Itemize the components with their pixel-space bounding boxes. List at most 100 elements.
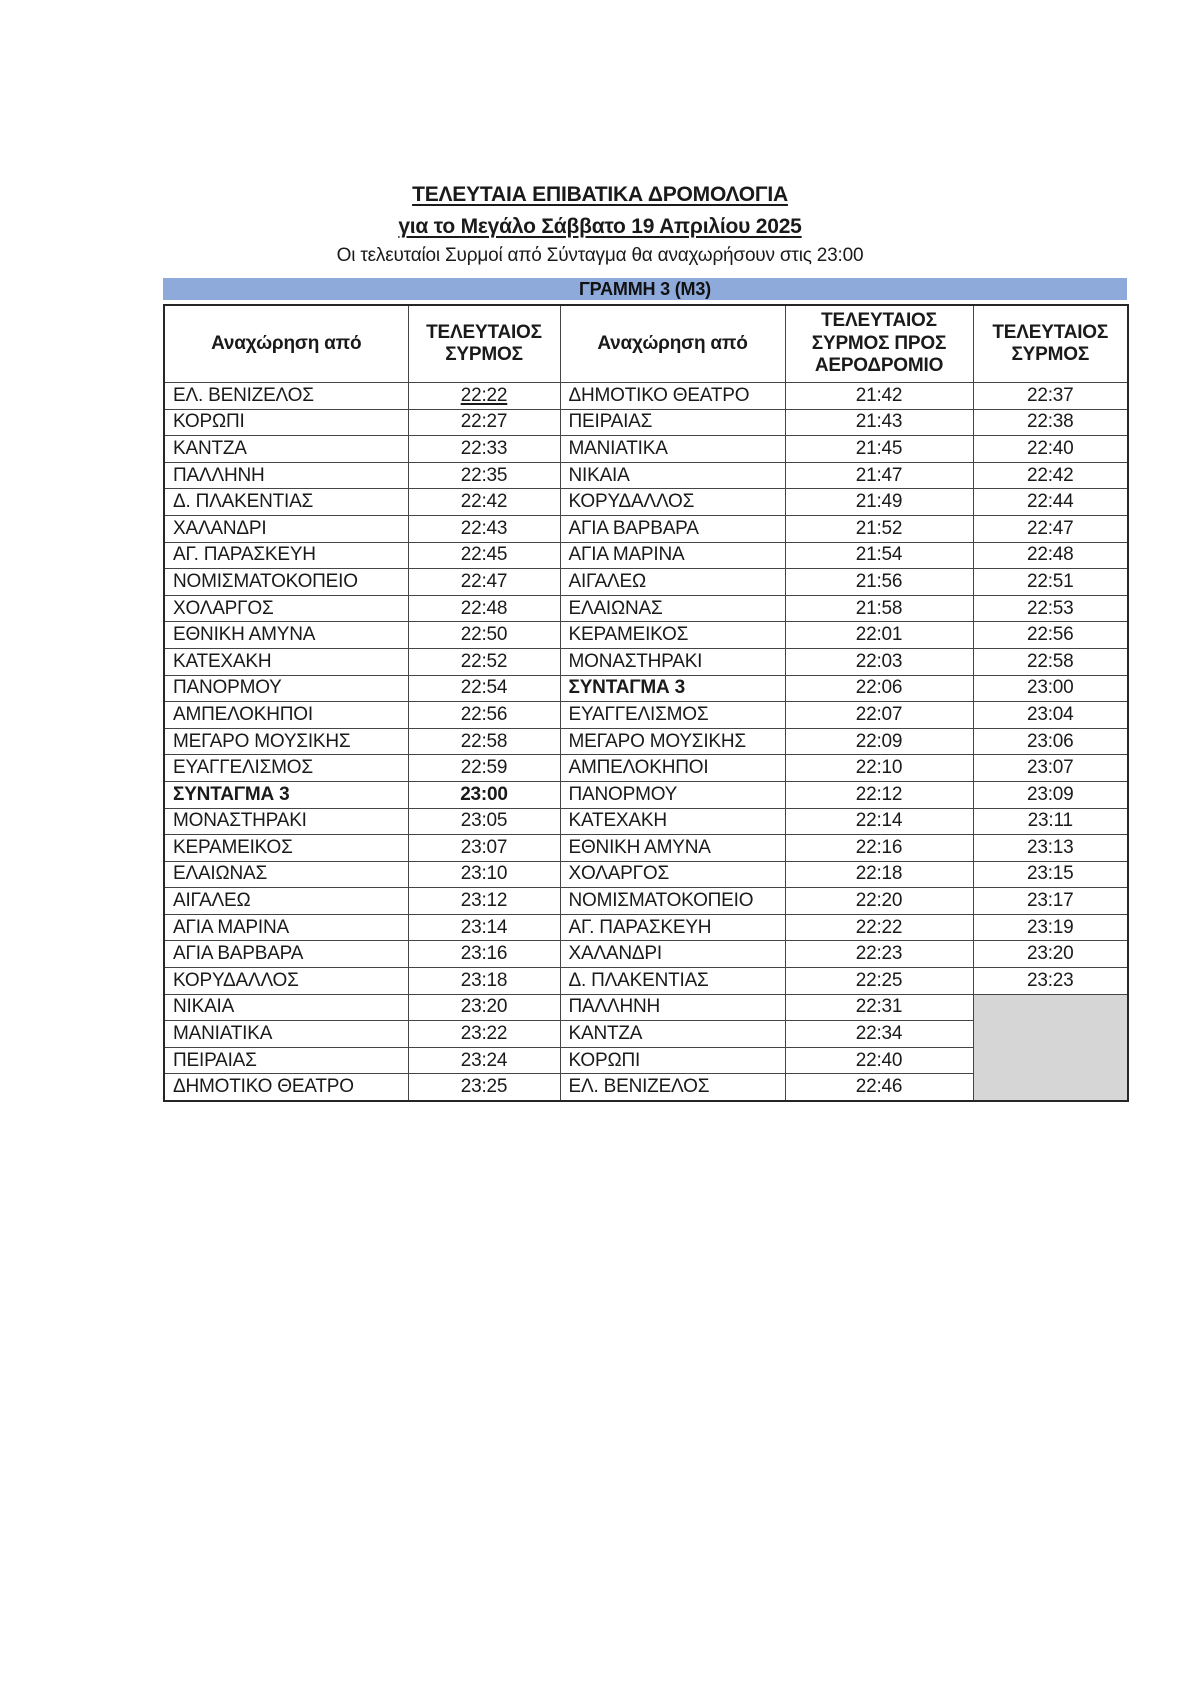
table-row: ΕΛ. ΒΕΝΙΖΕΛΟΣ 22:22 ΔΗΜΟΤΙΚΟ ΘΕΑΤΡΟ 21:42 22… bbox=[163, 382, 1129, 410]
station-cell: ΚΟΡΥΔΑΛΛΟΣ bbox=[559, 488, 786, 516]
time-cell: 23:16 bbox=[407, 940, 561, 969]
column-header-last-train-a: ΤΕΛΕΥΤΑΙΟΣ ΣΥΡΜΟΣ bbox=[407, 304, 561, 383]
time-cell: 22:18 bbox=[784, 860, 974, 889]
table-row: ΠΕΙΡΑΙΑΣ 23:24 ΚΟΡΩΠΙ 22:40 bbox=[163, 1046, 1128, 1075]
time-cell: 22:45 bbox=[407, 541, 561, 570]
station-cell: Δ. ΠΛΑΚΕΝΤΙΑΣ bbox=[163, 488, 409, 516]
station-cell: ΠΑΝΟΡΜΟΥ bbox=[559, 780, 786, 809]
time-cell: 22:09 bbox=[784, 727, 974, 756]
time-cell: 23:15 bbox=[972, 860, 1129, 889]
time-cell: 22:38 bbox=[972, 408, 1129, 437]
station-cell: ΠΑΛΛΗΝΗ bbox=[559, 993, 786, 1022]
document-note: Οι τελευταίοι Συρμοί από Σύνταγμα θα ανα… bbox=[336, 245, 864, 266]
time-cell: 23:12 bbox=[407, 887, 561, 915]
station-cell: ΚΑΤΕΧΑΚΗ bbox=[163, 647, 409, 676]
table-row: ΚΕΡΑΜΕΙΚΟΣ 23:07 ΕΘΝΙΚΗ ΑΜΥΝΑ 22:16 23:13 bbox=[163, 834, 1129, 862]
time-cell: 22:53 bbox=[972, 594, 1129, 623]
table-row: ΚΟΡΥΔΑΛΛΟΣ 23:18 Δ. ΠΛΑΚΕΝΤΙΑΣ 22:25 23:23 bbox=[163, 967, 1129, 995]
station-cell: ΠΑΝΟΡΜΟΥ bbox=[163, 674, 409, 703]
time-cell: 23:00 bbox=[407, 780, 561, 809]
time-cell: 22:14 bbox=[784, 807, 974, 836]
column-header-departure-a: Αναχώρηση από bbox=[163, 304, 409, 383]
time-cell: 21:49 bbox=[784, 488, 974, 516]
station-cell: ΑΓ. ΠΑΡΑΣΚΕΥΗ bbox=[163, 541, 409, 570]
time-cell: 22:48 bbox=[972, 541, 1129, 570]
time-cell: 23:14 bbox=[407, 913, 561, 942]
table-row: ΚΑΝΤΖΑ 22:33 ΜΑΝΙΑΤΙΚΑ 21:45 22:40 bbox=[163, 435, 1129, 463]
station-cell: ΜΕΓΑΡΟ ΜΟΥΣΙΚΗΣ bbox=[559, 727, 786, 756]
time-cell: 23:07 bbox=[972, 754, 1129, 782]
station-cell: ΑΓΙΑ ΜΑΡΙΝΑ bbox=[559, 541, 786, 570]
time-cell: 22:58 bbox=[407, 727, 561, 756]
time-cell: 22:42 bbox=[972, 461, 1129, 490]
time-cell: 21:43 bbox=[784, 408, 974, 437]
table-row: ΚΟΡΩΠΙ 22:27 ΠΕΙΡΑΙΑΣ 21:43 22:38 bbox=[163, 408, 1129, 437]
station-cell: ΧΑΛΑΝΔΡΙ bbox=[163, 514, 409, 543]
time-cell: 23:20 bbox=[407, 993, 561, 1022]
station-cell: ΜΟΝΑΣΤΗΡΑΚΙ bbox=[559, 647, 786, 676]
station-cell: ΜΑΝΙΑΤΙΚΑ bbox=[559, 435, 786, 463]
table-title-band: ΓΡΑΜΜΗ 3 (Μ3) bbox=[163, 278, 1127, 300]
time-cell: 22:43 bbox=[407, 514, 561, 543]
station-cell: ΑΜΠΕΛΟΚΗΠΟΙ bbox=[559, 754, 786, 782]
time-cell: 23:17 bbox=[972, 887, 1129, 915]
station-cell: ΜΟΝΑΣΤΗΡΑΚΙ bbox=[163, 807, 409, 836]
time-cell: 22:48 bbox=[407, 594, 561, 623]
time-cell: 22:56 bbox=[972, 621, 1129, 649]
schedule-table: Αναχώρηση από ΤΕΛΕΥΤΑΙΟΣ ΣΥΡΜΟΣ Αναχώρησ… bbox=[163, 304, 1129, 1103]
station-cell: ΕΘΝΙΚΗ ΑΜΥΝΑ bbox=[163, 621, 409, 649]
station-cell: ΠΕΙΡΑΙΑΣ bbox=[559, 408, 786, 437]
time-cell: 23:05 bbox=[407, 807, 561, 836]
station-cell: ΑΜΠΕΛΟΚΗΠΟΙ bbox=[163, 701, 409, 729]
station-cell: ΑΓΙΑ ΜΑΡΙΝΑ bbox=[163, 913, 409, 942]
station-cell: ΜΑΝΙΑΤΙΚΑ bbox=[163, 1020, 409, 1048]
time-cell: 22:22 bbox=[407, 382, 561, 410]
time-cell: 22:47 bbox=[972, 514, 1129, 543]
table-row: ΝΟΜΙΣΜΑΤΟΚΟΠΕΙΟ 22:47 ΑΙΓΑΛΕΩ 21:56 22:51 bbox=[163, 568, 1129, 596]
title-block: ΤΕΛΕΥΤΑΙΑ ΕΠΙΒΑΤΙΚΑ ΔΡΟΜΟΛΟΓΙΑ για το Με… bbox=[0, 182, 1200, 268]
time-cell: 23:25 bbox=[407, 1073, 561, 1102]
station-cell: ΜΕΓΑΡΟ ΜΟΥΣΙΚΗΣ bbox=[163, 727, 409, 756]
table-row: ΑΙΓΑΛΕΩ 23:12 ΝΟΜΙΣΜΑΤΟΚΟΠΕΙΟ 22:20 23:17 bbox=[163, 887, 1129, 915]
station-cell: ΧΑΛΑΝΔΡΙ bbox=[559, 940, 786, 969]
table-row: ΕΛΑΙΩΝΑΣ 23:10 ΧΟΛΑΡΓΟΣ 22:18 23:15 bbox=[163, 860, 1129, 889]
time-cell: 23:09 bbox=[972, 780, 1129, 809]
table-row: ΑΓΙΑ ΒΑΡΒΑΡΑ 23:16 ΧΑΛΑΝΔΡΙ 22:23 23:20 bbox=[163, 940, 1129, 969]
station-cell: ΕΥΑΓΓΕΛΙΣΜΟΣ bbox=[559, 701, 786, 729]
time-cell: 22:42 bbox=[407, 488, 561, 516]
station-cell: ΑΓΙΑ ΒΑΡΒΑΡΑ bbox=[559, 514, 786, 543]
time-cell: 22:03 bbox=[784, 647, 974, 676]
station-cell: ΚΑΝΤΖΑ bbox=[559, 1020, 786, 1048]
station-cell: ΚΕΡΑΜΕΙΚΟΣ bbox=[559, 621, 786, 649]
time-cell: 22:54 bbox=[407, 674, 561, 703]
time-cell: 22:40 bbox=[972, 435, 1129, 463]
station-cell: ΕΘΝΙΚΗ ΑΜΥΝΑ bbox=[559, 834, 786, 862]
time-cell: 22:25 bbox=[784, 967, 974, 995]
table-row: ΕΘΝΙΚΗ ΑΜΥΝΑ 22:50 ΚΕΡΑΜΕΙΚΟΣ 22:01 22:56 bbox=[163, 621, 1129, 649]
station-cell: ΚΑΤΕΧΑΚΗ bbox=[559, 807, 786, 836]
station-cell: ΑΓ. ΠΑΡΑΣΚΕΥΗ bbox=[559, 913, 786, 942]
table-row: ΑΓΙΑ ΜΑΡΙΝΑ 23:14 ΑΓ. ΠΑΡΑΣΚΕΥΗ 22:22 23:19 bbox=[163, 913, 1129, 942]
time-cell: 23:00 bbox=[972, 674, 1129, 703]
time-cell: 22:34 bbox=[784, 1020, 974, 1048]
station-cell: ΝΟΜΙΣΜΑΤΟΚΟΠΕΙΟ bbox=[559, 887, 786, 915]
time-cell: 23:20 bbox=[972, 940, 1129, 969]
time-cell: 22:40 bbox=[784, 1046, 974, 1075]
station-cell: ΣΥΝΤΑΓΜΑ 3 bbox=[163, 780, 409, 809]
station-cell: ΕΥΑΓΓΕΛΙΣΜΟΣ bbox=[163, 754, 409, 782]
table-row: ΜΟΝΑΣΤΗΡΑΚΙ 23:05 ΚΑΤΕΧΑΚΗ 22:14 23:11 bbox=[163, 807, 1129, 836]
time-cell: 21:58 bbox=[784, 594, 974, 623]
station-cell: ΔΗΜΟΤΙΚΟ ΘΕΑΤΡΟ bbox=[163, 1073, 409, 1102]
table-row: ΜΕΓΑΡΟ ΜΟΥΣΙΚΗΣ 22:58 ΜΕΓΑΡΟ ΜΟΥΣΙΚΗΣ 22:09… bbox=[163, 727, 1129, 756]
time-cell: 22:51 bbox=[972, 568, 1129, 596]
time-cell: 23:18 bbox=[407, 967, 561, 995]
document-title: ΤΕΛΕΥΤΑΙΑ ΕΠΙΒΑΤΙΚΑ ΔΡΟΜΟΛΟΓΙΑ bbox=[412, 183, 788, 206]
station-cell: ΠΕΙΡΑΙΑΣ bbox=[163, 1046, 409, 1075]
station-cell: ΚΟΡΥΔΑΛΛΟΣ bbox=[163, 967, 409, 995]
time-cell: 21:52 bbox=[784, 514, 974, 543]
station-cell: ΔΗΜΟΤΙΚΟ ΘΕΑΤΡΟ bbox=[559, 382, 786, 410]
station-cell: ΕΛ. ΒΕΝΙΖΕΛΟΣ bbox=[559, 1073, 786, 1102]
time-cell: 22:31 bbox=[784, 993, 974, 1022]
table-row: ΔΗΜΟΤΙΚΟ ΘΕΑΤΡΟ 23:25 ΕΛ. ΒΕΝΙΖΕΛΟΣ 22:46 bbox=[163, 1073, 1128, 1102]
station-cell: Δ. ΠΛΑΚΕΝΤΙΑΣ bbox=[559, 967, 786, 995]
